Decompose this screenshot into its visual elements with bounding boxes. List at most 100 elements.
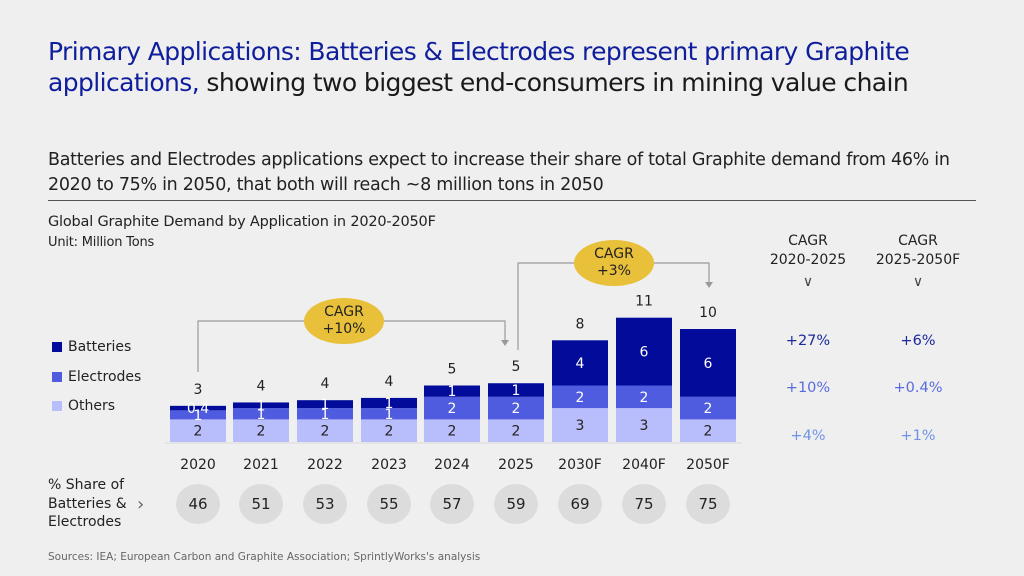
- x-tick-label: 2040F: [622, 457, 666, 473]
- total-label: 4: [257, 378, 266, 394]
- bar-segment-others: [616, 408, 672, 442]
- data-label-electrodes: 2: [640, 390, 649, 406]
- cagr-column-2020-2025: CAGR 2020-2025 ∨: [758, 232, 858, 290]
- legend-label: Batteries: [68, 339, 132, 355]
- data-label-batteries: 6: [704, 356, 713, 372]
- x-tick-label: 2022: [307, 457, 343, 473]
- data-label-electrodes: 2: [704, 401, 713, 417]
- x-tick-label: 2023: [371, 457, 407, 473]
- total-label: 5: [512, 359, 521, 375]
- cagr-bubble-2025-2050: CAGR +3%: [574, 240, 654, 286]
- cagr-header: CAGR: [898, 233, 938, 249]
- legend-swatch-electrodes: [52, 372, 62, 382]
- data-label-others: 2: [321, 424, 330, 440]
- data-label-electrodes: 1: [194, 408, 203, 424]
- bar-segment-electrodes: [680, 396, 736, 420]
- bar-segment-batteries: [552, 340, 608, 386]
- bar-segment-others: [424, 419, 480, 442]
- data-label-batteries: 4: [576, 356, 585, 372]
- share-value-2025: 59: [494, 484, 538, 524]
- divider: [48, 200, 976, 201]
- share-row-label: % Share of Batteries & Electrodes: [48, 477, 127, 530]
- cagr-bubble-value: +10%: [322, 321, 366, 337]
- bar-segment-batteries: [233, 402, 289, 409]
- data-label-electrodes: 2: [448, 401, 457, 417]
- page-title: Primary Applications: Batteries & Electr…: [48, 36, 1008, 98]
- cagr-bubble-label: CAGR: [594, 246, 634, 262]
- data-label-batteries: 1: [512, 383, 521, 399]
- cagr-bubble-2020-2025: CAGR +10%: [304, 298, 384, 344]
- cagr-header-period: 2025-2050F: [875, 252, 961, 268]
- chevron-down-icon: ∨: [912, 274, 924, 290]
- bar-segment-batteries: [297, 400, 353, 409]
- data-label-batteries: 1: [385, 396, 394, 412]
- legend-item-electrodes: Electrodes: [52, 369, 141, 385]
- data-label-batteries: 1: [257, 398, 266, 414]
- cagr-value-batteries: +6%: [900, 333, 936, 349]
- legend-label: Electrodes: [68, 369, 142, 385]
- arrow-down-icon: [501, 340, 509, 346]
- bar-segment-electrodes: [233, 408, 289, 420]
- data-label-electrodes: 1: [257, 407, 266, 423]
- legend-item-batteries: Batteries: [52, 339, 131, 355]
- cagr-bubble-label: CAGR: [324, 304, 364, 320]
- data-label-batteries: 1: [321, 397, 330, 413]
- cagr-column-2025-2050: CAGR 2025-2050F ∨: [868, 232, 968, 290]
- bar-segment-others: [233, 419, 289, 442]
- legend-swatch-batteries: [52, 342, 62, 352]
- data-label-others: 2: [512, 424, 521, 440]
- bar-segment-batteries: [488, 383, 544, 397]
- data-label-electrodes: 1: [385, 407, 394, 423]
- title-highlight: Primary Applications: Batteries & Electr…: [48, 37, 910, 97]
- bar-segment-batteries: [424, 385, 480, 397]
- data-label-others: 2: [257, 424, 266, 440]
- bar-segment-others: [170, 419, 226, 442]
- bar-segment-electrodes: [361, 408, 417, 420]
- chart-title: Global Graphite Demand by Application in…: [48, 214, 436, 230]
- bar-segment-electrodes: [616, 385, 672, 409]
- arrow-down-icon: [705, 282, 713, 288]
- legend-swatch-others: [52, 401, 62, 411]
- subtitle: Batteries and Electrodes applications ex…: [48, 150, 950, 195]
- bar-segment-others: [488, 419, 544, 442]
- share-value-2050F: 75: [686, 484, 730, 524]
- bar-segment-electrodes: [424, 396, 480, 420]
- data-label-others: 2: [385, 424, 394, 440]
- x-tick-label: 2030F: [558, 457, 602, 473]
- data-label-others: 2: [194, 424, 203, 440]
- bar-segment-batteries: [170, 405, 226, 411]
- bar-segment-others: [552, 408, 608, 442]
- data-label-others: 2: [448, 424, 457, 440]
- share-value-2040F: 75: [622, 484, 666, 524]
- share-value-2024: 57: [430, 484, 474, 524]
- total-label: 5: [448, 362, 457, 378]
- data-label-electrodes: 2: [576, 390, 585, 406]
- bar-segment-others: [361, 419, 417, 442]
- x-tick-label: 2025: [498, 457, 534, 473]
- data-label-others: 3: [576, 418, 585, 434]
- x-tick-label: 2021: [243, 457, 279, 473]
- bar-segment-batteries: [680, 329, 736, 397]
- x-tick-label: 2024: [434, 457, 470, 473]
- share-value-2020: 46: [176, 484, 220, 524]
- share-value-2022: 53: [303, 484, 347, 524]
- legend-label: Others: [68, 398, 116, 414]
- total-label: 4: [385, 374, 394, 390]
- cagr-bubble-value: +3%: [597, 263, 631, 279]
- data-label-batteries: 1: [448, 384, 457, 400]
- cagr-value-others: +4%: [790, 428, 826, 444]
- bar-segment-electrodes: [297, 408, 353, 420]
- cagr-value-electrodes: +0.4%: [893, 380, 943, 396]
- data-label-batteries: 0.4: [187, 401, 209, 417]
- data-label-electrodes: 1: [321, 407, 330, 423]
- cagr-value-electrodes: +10%: [785, 380, 831, 396]
- legend-item-others: Others: [52, 398, 115, 414]
- bar-segment-batteries: [361, 397, 417, 409]
- bar-segment-batteries: [616, 317, 672, 386]
- x-tick-label: 2020: [180, 457, 216, 473]
- bar-segment-electrodes: [170, 410, 226, 420]
- total-label: 11: [635, 294, 653, 310]
- sources: Sources: IEA; European Carbon and Graphi…: [48, 551, 481, 563]
- share-value-2021: 51: [239, 484, 283, 524]
- chart-unit: Unit: Million Tons: [48, 235, 155, 250]
